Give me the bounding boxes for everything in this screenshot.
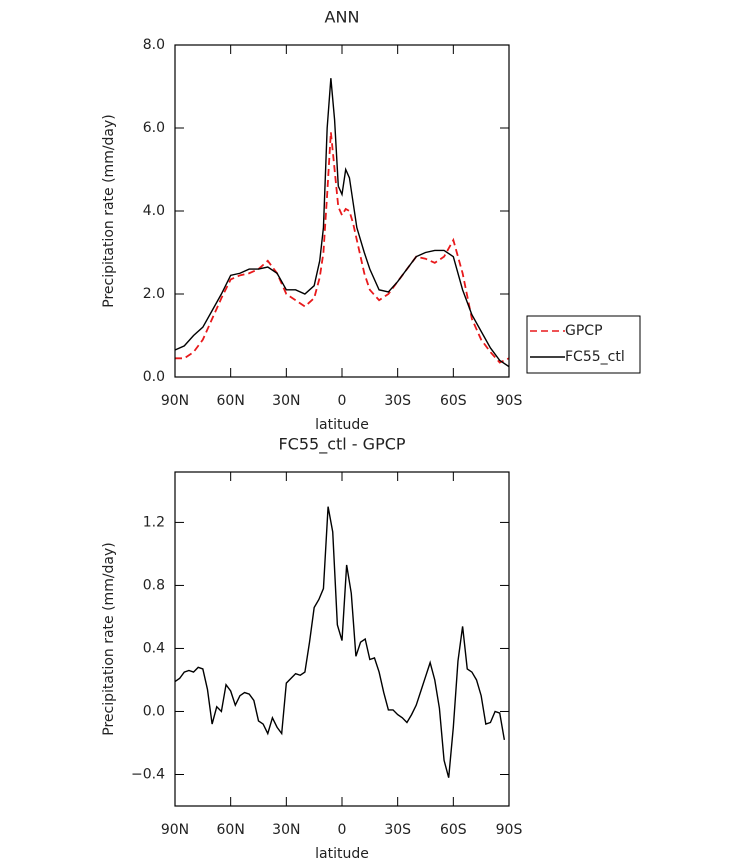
x-tick-label: 90S (496, 822, 523, 838)
panel: ANN latitude Precipitation rate (mm/day) 90… (101, 8, 641, 433)
data-line (175, 132, 510, 364)
chart-title: ANN (325, 8, 360, 27)
x-tick-label: 60S (440, 822, 467, 838)
chart-title: FC55_ctl - GPCP (278, 435, 405, 455)
legend-label: GPCP (565, 323, 603, 339)
y-axis-label: Precipitation rate (mm/day) (101, 542, 117, 736)
x-tick-label: 30S (384, 822, 411, 838)
x-tick-label: 30S (384, 393, 411, 409)
x-tick-label: 0 (338, 393, 347, 409)
x-tick-label: 90N (161, 393, 189, 409)
data-line (174, 78, 510, 368)
x-tick-label: 90S (496, 393, 523, 409)
x-tick-label: 30N (272, 393, 300, 409)
x-tick-label: 90N (161, 822, 189, 838)
x-tick-label: 60S (440, 393, 467, 409)
legend-box (526, 315, 641, 374)
plot-frame (174, 44, 510, 378)
y-tick-label: 4.0 (143, 203, 165, 219)
plot-frame (174, 471, 510, 807)
y-tick-label: 0.8 (143, 577, 165, 593)
y-tick-label: 1.2 (143, 514, 165, 530)
x-tick-label: 60N (217, 822, 245, 838)
x-tick-label: 0 (338, 822, 347, 838)
y-tick-label: 0.4 (143, 640, 165, 656)
x-tick-label: 60N (217, 393, 245, 409)
y-axis-label: Precipitation rate (mm/day) (101, 114, 117, 308)
data-line (174, 506, 506, 778)
y-tick-label: 0.0 (143, 703, 165, 719)
x-tick-label: 30N (272, 822, 300, 838)
y-tick-label: −0.4 (131, 766, 165, 782)
panel: FC55_ctl - GPCP latitude Precipitation rat… (101, 435, 522, 863)
y-tick-label: 6.0 (143, 120, 165, 136)
x-axis-label: latitude (315, 417, 369, 433)
x-axis-label: latitude (315, 846, 369, 862)
y-tick-label: 2.0 (143, 286, 165, 302)
y-tick-label: 8.0 (143, 37, 165, 53)
legend-label: FC55_ctl (565, 349, 625, 365)
y-tick-label: 0.0 (143, 369, 165, 385)
